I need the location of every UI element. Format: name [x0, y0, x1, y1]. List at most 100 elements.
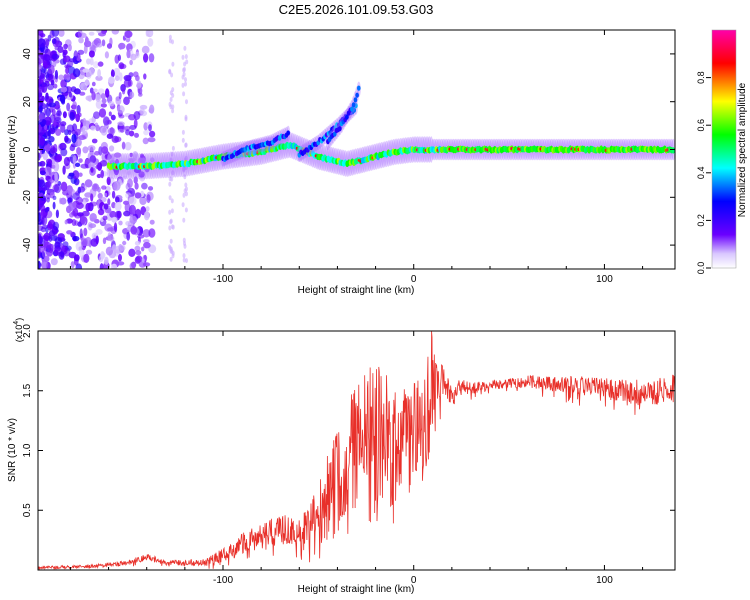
heatmap-noise-cell — [100, 126, 108, 136]
heatmap-streak-cell — [182, 237, 186, 243]
x-tick-label: 100 — [596, 274, 613, 285]
heatmap-noise-cell — [129, 59, 133, 66]
heatmap-streak-cell — [184, 182, 188, 188]
heatmap-ridge-cell — [338, 126, 342, 132]
heatmap-noise-cell — [100, 252, 106, 259]
heatmap-noise-cell — [111, 190, 116, 199]
colorbar-tick-label: 0.0 — [696, 262, 706, 275]
heatmap-noise-cell — [38, 105, 43, 113]
heatmap-noise-cell — [109, 37, 113, 47]
heatmap-noise-cell — [72, 123, 78, 132]
heatmap-noise-cell — [141, 246, 145, 252]
colorbar-gradient — [711, 29, 737, 269]
heatmap-noise-cell — [114, 245, 122, 254]
heatmap-noise-cell — [95, 100, 103, 109]
heatmap-noise-cell — [52, 221, 60, 231]
heatmap-noise-cell — [95, 164, 102, 170]
heatmap-noise-cell — [112, 244, 117, 252]
heatmap-noise-cell — [125, 129, 131, 136]
heatmap-noise-cell — [45, 102, 49, 109]
heatmap-noise-cell — [68, 58, 77, 63]
heatmap-noise-cell — [96, 173, 102, 179]
heatmap-noise-cell — [46, 158, 52, 164]
heatmap-noise-cell — [139, 227, 143, 234]
heatmap-streak-cell — [184, 77, 187, 83]
heatmap-noise-cell — [74, 138, 83, 147]
heatmap-noise-cell — [147, 137, 156, 143]
heatmap-noise-cell — [91, 91, 96, 101]
heatmap-noise-cell — [53, 143, 58, 153]
heatmap-noise-cell — [116, 210, 122, 219]
heatmap-noise-cell — [46, 180, 51, 188]
heatmap-streak-cell — [182, 91, 186, 97]
heatmap-noise-cell — [90, 167, 94, 173]
heatmap-noise-cell — [72, 170, 80, 180]
heatmap-noise-cell — [105, 88, 110, 98]
heatmap-noise-cell — [51, 30, 60, 37]
heatmap-noise-cell — [113, 180, 121, 191]
heatmap-noise-cell — [148, 228, 156, 238]
x-tick-label: 0 — [411, 274, 417, 285]
heatmap-noise-cell — [123, 74, 132, 82]
heatmap-noise-cell — [119, 124, 126, 133]
figure-title: C2E5.2026.101.09.53.G03 — [279, 2, 434, 17]
heatmap-noise-cell — [78, 158, 83, 164]
heatmap-noise-cell — [79, 91, 86, 96]
heatmap-noise-cell — [118, 92, 122, 100]
heatmap-noise-cell — [135, 250, 142, 256]
heatmap-streak-cell — [168, 176, 172, 182]
heatmap-noise-cell — [134, 182, 139, 190]
heatmap-noise-cell — [38, 68, 41, 77]
heatmap-noise-cell — [103, 259, 109, 265]
heatmap-noise-cell — [134, 240, 141, 246]
heatmap-streak-cell — [170, 249, 174, 255]
heatmap-noise-cell — [63, 43, 68, 50]
heatmap-noise-cell — [62, 165, 66, 175]
heatmap-streak-cell — [168, 195, 172, 201]
heatmap-noise-cell — [100, 169, 104, 179]
heatmap-noise-cell — [101, 185, 107, 190]
heatmap-noise-cell — [84, 179, 93, 188]
heatmap-noise-cell — [143, 129, 150, 136]
heatmap-noise-cell — [130, 226, 138, 235]
heatmap-noise-cell — [139, 153, 145, 159]
heatmap-noise-cell — [38, 113, 43, 123]
heatmap-noise-cell — [109, 210, 117, 219]
heatmap-noise-cell — [75, 241, 83, 252]
heatmap-noise-cell — [54, 172, 58, 182]
heatmap-noise-cell — [95, 229, 103, 235]
heatmap-noise-cell — [57, 46, 64, 53]
heatmap-streak-cell — [168, 225, 172, 231]
heatmap-noise-cell — [52, 195, 57, 200]
heatmap-noise-cell — [100, 103, 107, 108]
heatmap-noise-cell — [64, 219, 68, 225]
heatmap-noise-cell — [133, 71, 139, 78]
heatmap-streak-cell — [185, 258, 188, 264]
heatmap-ridge-cell — [671, 147, 675, 154]
heatmap-noise-cell — [46, 197, 50, 203]
heatmap-noise-cell — [110, 114, 116, 121]
heatmap-noise-cell — [122, 88, 126, 95]
heatmap-noise-cell — [67, 44, 72, 52]
heatmap-streak-cell — [182, 257, 186, 263]
heatmap-noise-cell — [80, 82, 88, 91]
heatmap-noise-cell — [147, 38, 154, 47]
heatmap-noise-cell — [110, 153, 115, 161]
heatmap-noise-cell — [142, 137, 149, 145]
heatmap-streak-cell — [183, 61, 187, 67]
heatmap-noise-cell — [66, 102, 71, 112]
heatmap-noise-cell — [149, 219, 155, 225]
heatmap-streak-cell — [184, 116, 188, 122]
heatmap-noise-cell — [128, 196, 137, 206]
heatmap-noise-cell — [146, 194, 151, 204]
heatmap-noise-cell — [91, 81, 96, 87]
heatmap-noise-cell — [53, 162, 60, 172]
heatmap-noise-cell — [114, 201, 122, 211]
heatmap-noise-cell — [108, 101, 115, 107]
y-tick-label: 1.5 — [22, 383, 33, 397]
heatmap-noise-cell — [99, 263, 104, 269]
y-tick-label: 0 — [22, 146, 33, 152]
heatmap-noise-cell — [54, 69, 59, 80]
heatmap-noise-cell — [134, 132, 139, 138]
y-tick-label: 2.0 — [22, 324, 33, 338]
